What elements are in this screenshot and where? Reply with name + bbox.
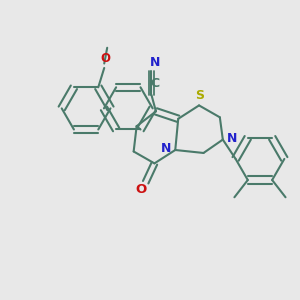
Text: O: O: [101, 52, 111, 65]
Text: C: C: [151, 77, 160, 90]
Text: N: N: [160, 142, 171, 155]
Text: N: N: [227, 132, 238, 145]
Text: N: N: [150, 56, 160, 69]
Text: S: S: [195, 88, 204, 101]
Text: O: O: [136, 183, 147, 196]
